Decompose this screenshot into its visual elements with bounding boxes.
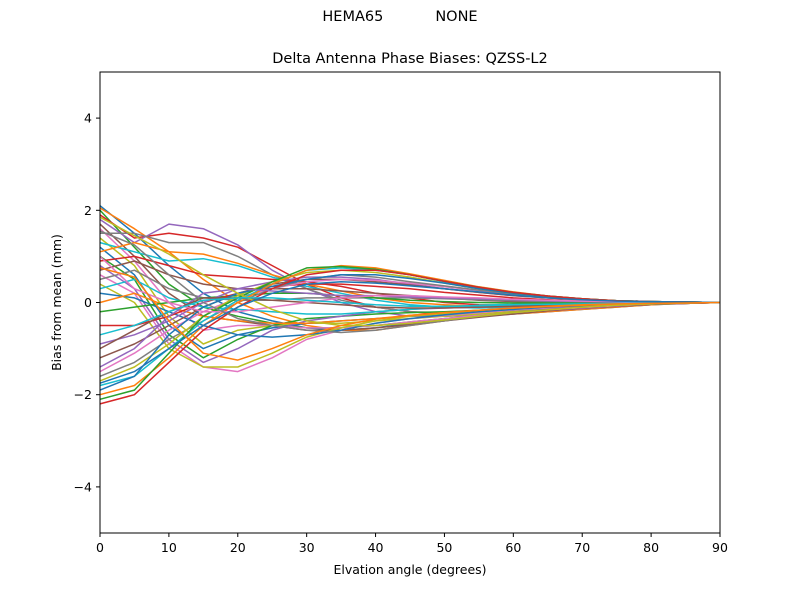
suptitle-right: NONE: [435, 9, 478, 25]
x-axis-label: Elvation angle (degrees): [333, 562, 486, 577]
x-tick-label: 80: [643, 540, 659, 555]
x-tick-label: 70: [574, 540, 590, 555]
y-axis: −4 −2 0 2 4: [74, 111, 100, 494]
y-tick-label: 4: [84, 111, 92, 126]
series-line-41: [99, 281, 721, 384]
series-line-25: [99, 276, 721, 345]
y-tick-label: 0: [84, 295, 92, 310]
y-axis-label: Bias from mean (mm): [49, 234, 64, 371]
figure-suptitle: HEMA65 NONE: [0, 9, 800, 25]
series-layer: [99, 205, 721, 405]
x-tick-label: 30: [299, 540, 315, 555]
x-axis: 0 10 20 30 40 50 60 70 80 90: [96, 533, 728, 555]
x-tick-label: 90: [712, 540, 728, 555]
series-line-34: [99, 269, 721, 405]
x-tick-label: 20: [230, 540, 246, 555]
series-line-42: [99, 267, 721, 361]
x-tick-label: 60: [505, 540, 521, 555]
y-tick-label: 2: [84, 203, 92, 218]
x-tick-label: 0: [96, 540, 104, 555]
chart-title: Delta Antenna Phase Biases: QZSS-L2: [272, 51, 547, 67]
x-tick-label: 10: [161, 540, 177, 555]
y-tick-label: −4: [74, 479, 92, 494]
x-tick-label: 50: [436, 540, 452, 555]
series-line-39: [99, 216, 721, 327]
x-tick-label: 40: [368, 540, 384, 555]
y-tick-label: −2: [74, 387, 92, 402]
suptitle-left: HEMA65: [322, 9, 384, 25]
